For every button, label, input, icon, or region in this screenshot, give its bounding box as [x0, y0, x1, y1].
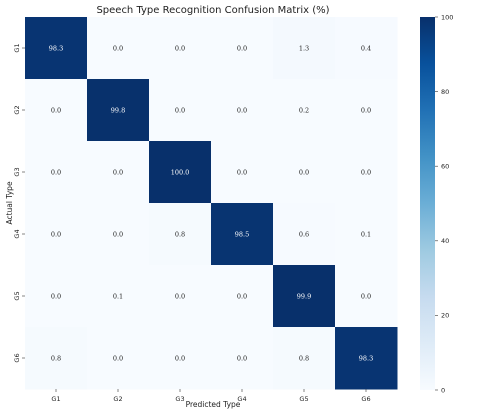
heatmap-cell [149, 141, 212, 204]
cell-value-label: 0.8 [299, 355, 309, 363]
cell-value-label: 0.0 [175, 45, 185, 53]
colorbar [420, 17, 435, 390]
cell-value-label: 0.0 [361, 293, 371, 301]
colorbar-tick-label: 20 [441, 312, 449, 320]
heatmap-cell [87, 265, 150, 328]
cell-value-label: 0.1 [361, 231, 371, 239]
y-tick-label: G6 [13, 353, 21, 362]
y-tick-label: G5 [13, 291, 21, 300]
heatmap-cell [87, 79, 150, 142]
heatmap-cell [25, 327, 88, 390]
cell-value-label: 0.0 [361, 169, 371, 177]
x-tick-label: G3 [175, 395, 184, 403]
cell-value-label: 0.2 [299, 107, 309, 115]
heatmap-cell [25, 141, 88, 204]
colorbar-tick-label: 40 [441, 237, 449, 245]
heatmap-cell [149, 203, 212, 266]
heatmap-cell [87, 141, 150, 204]
colorbar-tick-labels: 0 20 40 60 80 100 [435, 13, 453, 394]
heatmap-cell [211, 141, 274, 204]
y-tick-labels: G1 G2 G3 G4 G5 G6 [13, 43, 25, 363]
cell-value-label: 0.6 [299, 231, 309, 239]
x-tick-label: G5 [299, 395, 308, 403]
cell-value-label: 0.0 [237, 293, 247, 301]
heatmap-cell [211, 265, 274, 328]
cell-value-label: 0.0 [51, 231, 61, 239]
y-tick-label: G2 [13, 105, 21, 114]
cell-value-label: 0.0 [113, 45, 123, 53]
x-tick-label: G1 [51, 395, 60, 403]
heatmap-cell [335, 327, 398, 390]
y-tick-label: G3 [13, 167, 21, 176]
cell-value-label: 0.0 [237, 169, 247, 177]
heatmap-cell [273, 141, 336, 204]
heatmap-cell [273, 265, 336, 328]
cell-value-label: 0.0 [175, 355, 185, 363]
heatmap-cell [87, 17, 150, 80]
heatmap-cell [87, 203, 150, 266]
cell-value-label: 99.9 [297, 293, 311, 301]
colorbar-tick-label: 80 [441, 88, 449, 96]
heatmap-cell [25, 79, 88, 142]
x-tick-labels: G1 G2 G3 G4 G5 G6 [51, 389, 371, 403]
cell-value-label: 0.4 [361, 45, 371, 53]
colorbar-tick-label: 100 [441, 13, 453, 21]
heatmap-cell [335, 79, 398, 142]
cell-value-label: 0.0 [361, 107, 371, 115]
heatmap-cell [25, 203, 88, 266]
heatmap-cell [149, 79, 212, 142]
heatmap-cell [149, 327, 212, 390]
cell-value-label: 0.0 [237, 355, 247, 363]
colorbar-tick-label: 60 [441, 163, 449, 171]
heatmap-cell [87, 327, 150, 390]
y-tick-label: G1 [13, 43, 21, 52]
heatmap-cell [273, 327, 336, 390]
x-tick-label: G6 [361, 395, 370, 403]
heatmap-cell [273, 17, 336, 80]
heatmap-cell [211, 327, 274, 390]
x-tick-label: G4 [237, 395, 246, 403]
cell-value-label: 0.0 [113, 231, 123, 239]
y-axis-label: Actual Type [5, 181, 14, 224]
heatmap-cell [335, 17, 398, 80]
heatmap-cell [25, 17, 88, 80]
cell-value-label: 0.0 [113, 355, 123, 363]
cell-value-label: 100.0 [171, 169, 190, 177]
cell-value-label: 1.3 [299, 45, 309, 53]
colorbar-tick-label: 0 [441, 386, 445, 394]
heatmap-cell [149, 265, 212, 328]
cell-value-label: 0.0 [299, 169, 309, 177]
cell-value-label: 98.3 [359, 355, 373, 363]
cell-value-label: 98.5 [235, 231, 249, 239]
heatmap-cell [335, 265, 398, 328]
cell-value-label: 0.8 [51, 355, 61, 363]
cell-value-label: 98.3 [49, 45, 63, 53]
x-tick-label: G2 [113, 395, 122, 403]
cell-value-label: 0.0 [51, 169, 61, 177]
heatmap-cells: 98.3 0.0 0.0 0.0 1.3 0.4 0.0 99.8 0.0 0.0 0.2 0.0 0.… [25, 17, 398, 390]
cell-value-label: 0.1 [113, 293, 123, 301]
heatmap-cell [25, 265, 88, 328]
cell-value-label: 0.0 [113, 169, 123, 177]
cell-value-label: 0.0 [51, 293, 61, 301]
heatmap-cell [211, 203, 274, 266]
cell-value-label: 0.0 [51, 107, 61, 115]
cell-value-label: 0.8 [175, 231, 185, 239]
cell-value-label: 0.0 [175, 293, 185, 301]
chart-title: Speech Type Recognition Confusion Matrix… [96, 5, 329, 16]
heatmap-cell [149, 17, 212, 80]
cell-value-label: 0.0 [237, 45, 247, 53]
heatmap-cell [211, 79, 274, 142]
y-tick-label: G4 [13, 229, 21, 238]
heatmap-cell [211, 17, 274, 80]
heatmap-cell [335, 203, 398, 266]
cell-value-label: 0.0 [175, 107, 185, 115]
x-axis-label: Predicted Type [186, 400, 241, 409]
heatmap-cell [273, 79, 336, 142]
heatmap-cell [335, 141, 398, 204]
cell-value-label: 0.0 [237, 107, 247, 115]
cell-value-label: 99.8 [111, 107, 125, 115]
heatmap-cell [273, 203, 336, 266]
